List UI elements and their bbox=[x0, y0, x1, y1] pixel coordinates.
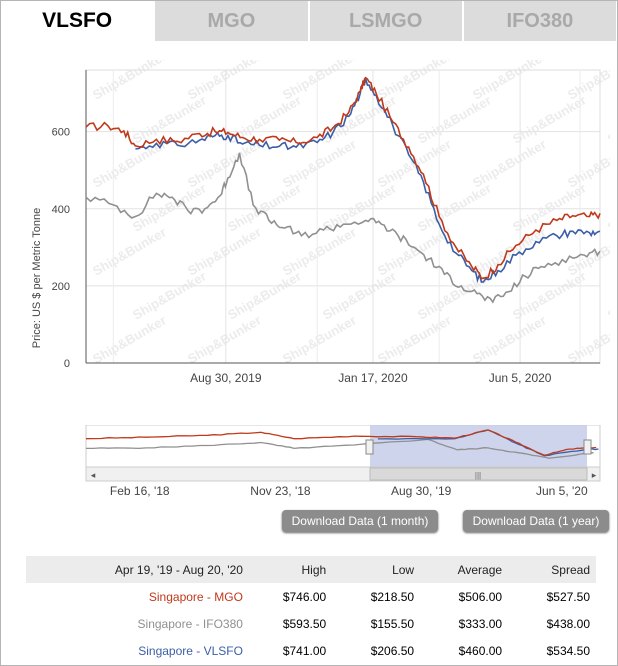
watermark-text: Ship&Bunker bbox=[565, 312, 610, 366]
watermark-text: Ship&Bunker bbox=[320, 180, 399, 234]
table-row: Singapore - VLSFO $741.00 $206.50 $460.0… bbox=[26, 637, 596, 664]
cell-spread: $527.50 bbox=[546, 589, 590, 604]
navigator-tick-label: Nov 23, '18 bbox=[250, 484, 311, 498]
x-tick-label: Aug 30, 2019 bbox=[190, 371, 262, 385]
navigator-tick-label: Jun 5, '20 bbox=[536, 484, 588, 498]
watermark-text: Ship&Bunker bbox=[130, 180, 209, 234]
scrollbar-grip-icon: ||| bbox=[475, 471, 481, 480]
cell-low: $155.50 bbox=[370, 616, 415, 631]
col-high: High bbox=[301, 562, 327, 577]
stats-date-range: Apr 19, '19 - Aug 20, '20 bbox=[114, 562, 243, 577]
download-1-year-button[interactable]: Download Data (1 year) bbox=[463, 510, 609, 532]
cell-average: $333.00 bbox=[458, 616, 503, 631]
watermark-text: Ship&Bunker bbox=[415, 180, 494, 234]
watermark-text: Ship&Bunker bbox=[510, 92, 589, 146]
watermark-text: Ship&Bunker bbox=[320, 92, 399, 146]
y-tick-label: 200 bbox=[52, 281, 70, 293]
navigator-handle-right[interactable] bbox=[583, 439, 592, 455]
watermark-text: Ship&Bunker bbox=[90, 312, 169, 366]
cell-low: $206.50 bbox=[370, 643, 415, 658]
y-axis-label: Price: US $ per Metric Tonne bbox=[31, 208, 43, 348]
cell-spread: $438.00 bbox=[546, 616, 590, 631]
y-tick-label: 0 bbox=[64, 358, 70, 370]
x-axis: Aug 30, 2019 Jan 17, 2020 Jun 5, 2020 bbox=[85, 70, 600, 385]
watermark-text: Ship&Bunker bbox=[565, 136, 610, 190]
watermark-text: Ship&Bunker bbox=[470, 312, 549, 366]
navigator-line-ifo380 bbox=[86, 438, 594, 459]
navigator-scrollbar-thumb[interactable] bbox=[369, 467, 588, 481]
watermark-text: Ship&Bunker bbox=[510, 180, 589, 234]
cell-average: $460.00 bbox=[458, 643, 503, 658]
series-lines bbox=[85, 76, 601, 304]
watermark-text: Ship&Bunker bbox=[225, 268, 304, 322]
navigator-x-ticks: Feb 16, '18 Nov 23, '18 Aug 30, '19 Jun 5, … bbox=[110, 484, 588, 498]
cell-spread: $534.50 bbox=[546, 643, 590, 658]
navigator-selection[interactable] bbox=[370, 425, 587, 467]
stats-header-row: Apr 19, '19 - Aug 20, '20 High Low Avera… bbox=[26, 556, 596, 583]
scroll-right-icon[interactable]: ▸ bbox=[592, 470, 597, 480]
watermark-text: Ship&Bunker bbox=[605, 92, 610, 146]
price-stats-table: Apr 19, '19 - Aug 20, '20 High Low Avera… bbox=[26, 556, 596, 664]
watermark-text: Ship&Bunker bbox=[375, 312, 454, 366]
x-tick-label: Jun 5, 2020 bbox=[489, 371, 552, 385]
watermark-text: Ship&Bunker bbox=[565, 60, 610, 103]
cell-high: $741.00 bbox=[282, 643, 327, 658]
table-row: Singapore - IFO380 $593.50 $155.50 $333.… bbox=[26, 610, 596, 637]
cell-high: $593.50 bbox=[282, 616, 327, 631]
watermark-text: Ship&Bunker bbox=[225, 180, 304, 234]
series-line-singapore-vlsfo[interactable] bbox=[135, 78, 601, 284]
col-average: Average bbox=[457, 562, 503, 577]
watermark-text: Ship&Bunker bbox=[90, 60, 169, 103]
fuel-tabs: VLSFO MGO LSMGO IFO380 bbox=[1, 1, 616, 41]
navigator-handle-left[interactable] bbox=[365, 439, 374, 455]
tab-vlsfo[interactable]: VLSFO bbox=[1, 1, 156, 41]
row-name[interactable]: Singapore - IFO380 bbox=[137, 616, 243, 631]
tab-mgo[interactable]: MGO bbox=[155, 1, 310, 41]
watermark-text: Ship&Bunker bbox=[605, 268, 610, 322]
table-row: Singapore - MGO $746.00 $218.50 $506.00 … bbox=[26, 583, 596, 610]
scroll-left-icon[interactable]: ◂ bbox=[91, 470, 96, 480]
navigator-tick-label: Feb 16, '18 bbox=[110, 484, 170, 498]
row-name[interactable]: Singapore - MGO bbox=[148, 589, 243, 604]
col-low: Low bbox=[392, 562, 415, 577]
y-tick-label: 400 bbox=[52, 204, 70, 216]
y-axis: 0 200 400 600 bbox=[52, 127, 70, 370]
series-line-singapore-mgo[interactable] bbox=[85, 76, 601, 280]
watermark-text: Ship&Bunker bbox=[280, 312, 359, 366]
watermark-text: Ship&Bunker bbox=[130, 268, 209, 322]
watermark-text: Ship&Bunker bbox=[90, 224, 169, 278]
x-tick-label: Jan 17, 2020 bbox=[338, 371, 408, 385]
watermark-text: Ship&Bunker bbox=[415, 92, 494, 146]
price-chart: Ship&Bunker Ship&Bunker Ship&Bunker Ship&Bu… bbox=[31, 60, 610, 385]
tab-ifo380[interactable]: IFO380 bbox=[463, 1, 616, 41]
tab-lsmgo[interactable]: LSMGO bbox=[309, 1, 464, 41]
y-tick-label: 600 bbox=[52, 127, 70, 139]
row-name[interactable]: Singapore - VLSFO bbox=[138, 643, 243, 658]
watermark-text: Ship&Bunker bbox=[185, 312, 264, 366]
navigator: ◂ ▸ ||| Feb 16, '18 Nov 23, '18 Aug 30, '1… bbox=[85, 425, 601, 498]
watermark-text: Ship&Bunker bbox=[320, 268, 399, 322]
col-spread: Spread bbox=[551, 562, 590, 577]
cell-low: $218.50 bbox=[370, 589, 415, 604]
cell-high: $746.00 bbox=[282, 589, 327, 604]
navigator-line-mgo bbox=[85, 429, 597, 456]
navigator-lines bbox=[85, 429, 599, 459]
series-line-singapore-ifo380[interactable] bbox=[85, 152, 601, 304]
download-1-month-button[interactable]: Download Data (1 month) bbox=[282, 510, 438, 532]
navigator-line-vlsfo bbox=[377, 429, 599, 457]
navigator-tick-label: Aug 30, '19 bbox=[391, 484, 452, 498]
watermark-text: Ship&Bunker bbox=[605, 180, 610, 234]
cell-average: $506.00 bbox=[458, 589, 503, 604]
